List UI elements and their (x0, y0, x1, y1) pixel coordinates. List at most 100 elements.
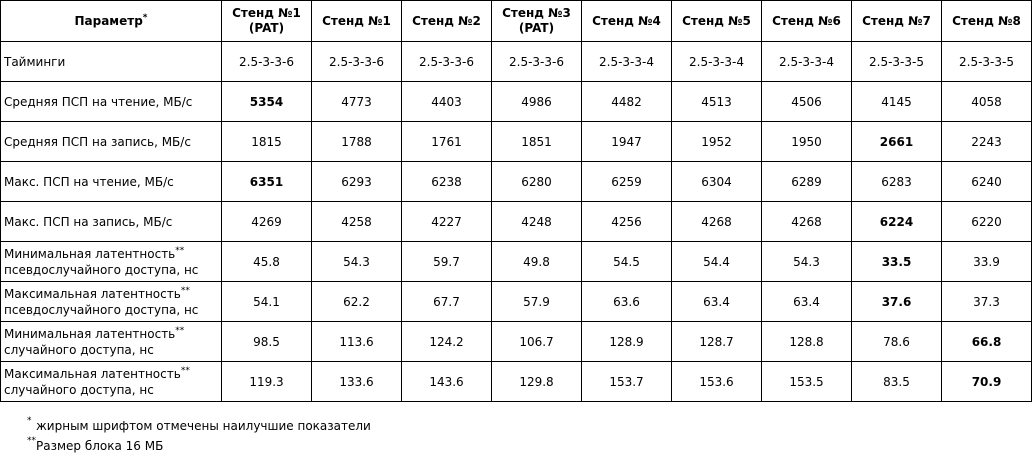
table-cell: 62.2 (311, 281, 402, 322)
table-cell: 143.6 (401, 361, 492, 402)
table-cell: 54.4 (671, 241, 762, 282)
table-cell: 5354 (221, 81, 312, 122)
table-cell: 4145 (851, 81, 942, 122)
table-cell: 4256 (581, 201, 672, 242)
row-label: Средняя ПСП на запись, МБ/с (0, 121, 222, 162)
table-cell: 4986 (491, 81, 582, 122)
table-cell: 6304 (671, 161, 762, 202)
param-column-header: Параметр* (0, 0, 222, 42)
table-cell: 4268 (761, 201, 852, 242)
row-label-line: Максимальная латентность** (4, 285, 190, 301)
table-cell: 6289 (761, 161, 852, 202)
table-cell: 2.5-3-3-4 (761, 41, 852, 82)
table-cell: 4058 (941, 81, 1032, 122)
table-cell: 67.7 (401, 281, 492, 322)
row-label-line: Макс. ПСП на чтение, МБ/с (4, 174, 174, 189)
table-cell: 4506 (761, 81, 852, 122)
table-cell: 54.5 (581, 241, 672, 282)
table-cell: 33.9 (941, 241, 1032, 282)
table-cell: 63.4 (671, 281, 762, 322)
table-cell: 6280 (491, 161, 582, 202)
table-cell: 6240 (941, 161, 1032, 202)
table-cell: 6224 (851, 201, 942, 242)
table-cell: 4269 (221, 201, 312, 242)
table-header-row: Параметр* Стенд №1 (PAT) Стенд №1 Стенд №2 С… (0, 0, 1032, 42)
column-header: Стенд №5 (671, 0, 762, 42)
table-cell: 2243 (941, 121, 1032, 162)
table-cell: 2.5-3-3-6 (401, 41, 492, 82)
table-cell: 6283 (851, 161, 942, 202)
row-label-line: случайного доступа, нс (4, 342, 154, 357)
table-cell: 78.6 (851, 321, 942, 362)
table-cell: 4403 (401, 81, 492, 122)
row-label: Минимальная латентность** псевдослучайног… (0, 241, 222, 282)
table-cell: 70.9 (941, 361, 1032, 402)
row-label-line: Макс. ПСП на запись, МБ/с (4, 214, 173, 229)
table-cell: 153.6 (671, 361, 762, 402)
row-label: Средняя ПСП на чтение, МБ/с (0, 81, 222, 122)
table-cell: 37.3 (941, 281, 1032, 322)
table-cell: 4268 (671, 201, 762, 242)
column-header: Стенд №2 (401, 0, 492, 42)
table-cell: 2661 (851, 121, 942, 162)
table-cell: 2.5-3-3-6 (311, 41, 402, 82)
table-cell: 2.5-3-3-6 (221, 41, 312, 82)
table-cell: 63.4 (761, 281, 852, 322)
column-header-line: Стенд №3 (502, 6, 571, 20)
table-cell: 4482 (581, 81, 672, 122)
table-cell: 129.8 (491, 361, 582, 402)
table-cell: 2.5-3-3-4 (671, 41, 762, 82)
table-cell: 54.3 (761, 241, 852, 282)
column-header-line: Стенд №2 (412, 13, 481, 28)
table-row: Средняя ПСП на чтение, МБ/с 5354 4773 4403 4… (0, 81, 1032, 122)
column-header: Стенд №1 (311, 0, 402, 42)
row-label-line: Тайминги (4, 54, 66, 69)
table-cell: 124.2 (401, 321, 492, 362)
table-cell: 37.6 (851, 281, 942, 322)
table-body: Тайминги 2.5-3-3-6 2.5-3-3-6 2.5-3-3-6 2.5-3… (0, 41, 1032, 402)
footnote-text: Размер блока 16 МБ (36, 439, 164, 453)
table-cell: 6238 (401, 161, 492, 202)
row-label-line: Средняя ПСП на чтение, МБ/с (4, 94, 193, 109)
table-cell: 106.7 (491, 321, 582, 362)
table-cell: 4248 (491, 201, 582, 242)
table-cell: 4227 (401, 201, 492, 242)
table-row: Макс. ПСП на чтение, МБ/с 6351 6293 6238 628… (0, 161, 1032, 202)
table-cell: 6293 (311, 161, 402, 202)
row-label-line: Минимальная латентность** (4, 325, 185, 341)
table-cell: 54.3 (311, 241, 402, 282)
column-header: Стенд №1 (PAT) (221, 0, 312, 42)
table-cell: 33.5 (851, 241, 942, 282)
row-label: Минимальная латентность** случайного дост… (0, 321, 222, 362)
column-header-line: Стенд №1 (232, 6, 301, 20)
column-header: Стенд №7 (851, 0, 942, 42)
table-cell: 1788 (311, 121, 402, 162)
table-cell: 113.6 (311, 321, 402, 362)
row-label-line: Минимальная латентность** (4, 245, 185, 261)
table-cell: 4258 (311, 201, 402, 242)
row-label: Макс. ПСП на чтение, МБ/с (0, 161, 222, 202)
table-cell: 57.9 (491, 281, 582, 322)
footnote: * жирным шрифтом отмечены наилучшие показ… (27, 416, 371, 436)
column-header: Стенд №4 (581, 0, 672, 42)
row-label-line: псевдослучайного доступа, нс (4, 262, 199, 277)
column-header-line: Стенд №5 (682, 13, 751, 28)
row-label-line: Максимальная латентность** (4, 365, 190, 381)
column-header-line: Стенд №1 (322, 13, 391, 28)
table-cell: 2.5-3-3-6 (491, 41, 582, 82)
table-cell: 1761 (401, 121, 492, 162)
table-cell: 6220 (941, 201, 1032, 242)
row-label: Макс. ПСП на запись, МБ/с (0, 201, 222, 242)
table-cell: 54.1 (221, 281, 312, 322)
table-cell: 1952 (671, 121, 762, 162)
footnote-text: жирным шрифтом отмечены наилучшие показа… (36, 419, 371, 433)
table-cell: 6259 (581, 161, 672, 202)
table-row: Максимальная латентность** псевдослучайно… (0, 281, 1032, 322)
table-row: Минимальная латентность** случайного дост… (0, 321, 1032, 362)
table-row: Тайминги 2.5-3-3-6 2.5-3-3-6 2.5-3-3-6 2.5-3… (0, 41, 1032, 82)
table-cell: 1947 (581, 121, 672, 162)
table-cell: 49.8 (491, 241, 582, 282)
footnote-mark: * (27, 416, 32, 426)
table-cell: 128.8 (761, 321, 852, 362)
footnote-mark: ** (27, 436, 36, 446)
